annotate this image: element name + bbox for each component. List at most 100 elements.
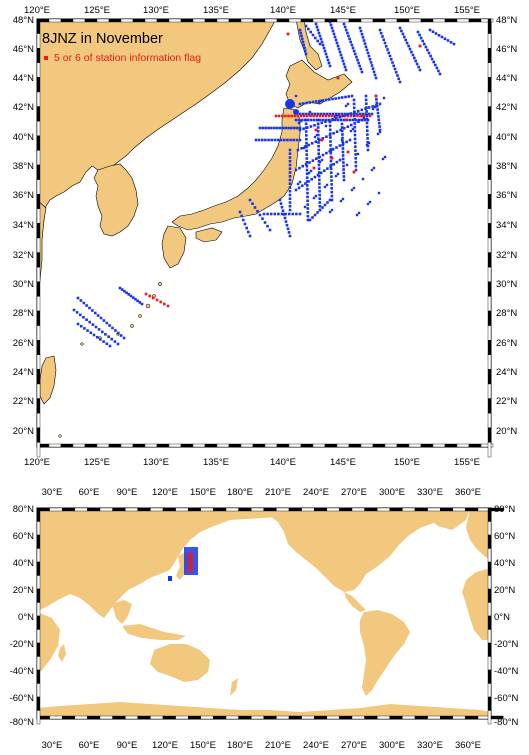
- frame-tick: [487, 237, 492, 253]
- station-marker: [281, 114, 284, 118]
- frame-tick: [396, 443, 410, 448]
- frame-tick: [187, 507, 201, 512]
- frame-tick: [36, 413, 41, 429]
- frame-tick: [348, 443, 362, 448]
- station-marker: [358, 112, 362, 116]
- station-marker: [354, 153, 357, 156]
- frame-tick: [487, 398, 492, 414]
- station-marker: [405, 41, 409, 45]
- lat-label: 46°N: [13, 44, 34, 55]
- frame-tick: [36, 150, 41, 166]
- frame-tick: [480, 443, 494, 448]
- station-marker: [365, 106, 368, 109]
- station-marker: [333, 115, 337, 119]
- frame-tick: [364, 507, 378, 512]
- station-marker: [238, 210, 242, 214]
- frame-tick: [150, 507, 164, 512]
- station-marker: [330, 194, 334, 198]
- station-marker: [317, 31, 321, 35]
- station-marker: [301, 184, 304, 187]
- station-marker: [348, 118, 352, 122]
- station-marker: [398, 80, 402, 84]
- station-marker: [288, 148, 292, 152]
- station-marker: [278, 126, 282, 130]
- station-marker: [305, 141, 308, 145]
- station-marker: [391, 61, 394, 64]
- frame-tick: [36, 588, 41, 603]
- lat-label: 0°N: [494, 612, 510, 623]
- sakhalin-island: [295, 18, 323, 71]
- station-marker: [295, 126, 299, 130]
- lon-label: 270°E: [341, 487, 367, 498]
- station-marker: [97, 328, 101, 331]
- station-marker: [316, 129, 320, 133]
- station-marker: [339, 53, 343, 57]
- station-marker: [318, 178, 321, 182]
- frame-tick: [48, 18, 62, 23]
- station-marker: [300, 37, 304, 41]
- lon-label: 150°E: [394, 457, 420, 468]
- frame-tick: [36, 561, 41, 576]
- station-marker: [96, 314, 100, 317]
- station-marker: [378, 130, 382, 134]
- station-marker: [354, 145, 357, 148]
- station-marker: [381, 157, 385, 161]
- station-marker: [296, 182, 300, 186]
- frame-tick: [487, 193, 492, 209]
- frame-tick: [314, 507, 328, 512]
- station-marker: [335, 160, 339, 164]
- station-marker: [307, 112, 311, 116]
- frame-tick: [192, 443, 206, 448]
- station-marker: [254, 138, 258, 142]
- station-marker: [357, 211, 361, 215]
- frame-tick: [324, 18, 338, 23]
- station-marker: [99, 316, 103, 320]
- station-marker: [317, 156, 321, 159]
- station-marker: [364, 94, 368, 98]
- frame-tick: [228, 18, 242, 23]
- station-marker: [94, 325, 98, 329]
- frame-tick: [156, 18, 170, 23]
- station-marker: [367, 112, 371, 116]
- frame-tick: [36, 398, 41, 414]
- station-marker: [332, 32, 336, 36]
- station-marker: [342, 118, 346, 122]
- frame-tick: [408, 18, 422, 23]
- station-marker: [85, 318, 88, 321]
- station-marker: [351, 127, 355, 131]
- lon-label: 150°E: [190, 487, 216, 498]
- station-marker: [336, 118, 340, 122]
- kyushu-island: [161, 225, 187, 269]
- station-marker: [286, 227, 290, 231]
- station-marker: [263, 221, 267, 224]
- frame-tick: [487, 340, 492, 356]
- station-marker: [318, 201, 322, 204]
- station-marker: [354, 164, 358, 168]
- frame-tick: [36, 91, 41, 107]
- lat-label: 20°N: [496, 426, 517, 437]
- frame-tick: [276, 443, 290, 448]
- station-marker: [317, 144, 320, 148]
- lat-label: 26°N: [496, 338, 517, 349]
- station-marker: [301, 102, 305, 105]
- station-marker: [288, 201, 292, 204]
- lon-label: 300°E: [379, 487, 405, 498]
- frame-tick: [162, 507, 176, 512]
- lon-label: 120°E: [152, 740, 178, 751]
- frame-tick: [108, 443, 122, 448]
- station-marker: [336, 172, 340, 176]
- frame-tick: [36, 696, 41, 711]
- frame-tick: [377, 507, 391, 512]
- frame-tick: [36, 267, 41, 283]
- frame-tick: [36, 48, 41, 64]
- station-marker: [360, 33, 364, 36]
- frame-tick: [108, 18, 122, 23]
- global-lon-labels-top: 30°E 60°E 90°E 120°E 150°E 180°E 210°E 2…: [42, 487, 481, 498]
- flagged-station-marker: [320, 138, 324, 142]
- lat-label: -80°N: [494, 717, 519, 728]
- frame-tick: [301, 715, 315, 720]
- station-marker: [270, 126, 273, 130]
- station-marker: [329, 23, 333, 27]
- station-marker: [328, 64, 332, 68]
- frame-tick: [336, 18, 350, 23]
